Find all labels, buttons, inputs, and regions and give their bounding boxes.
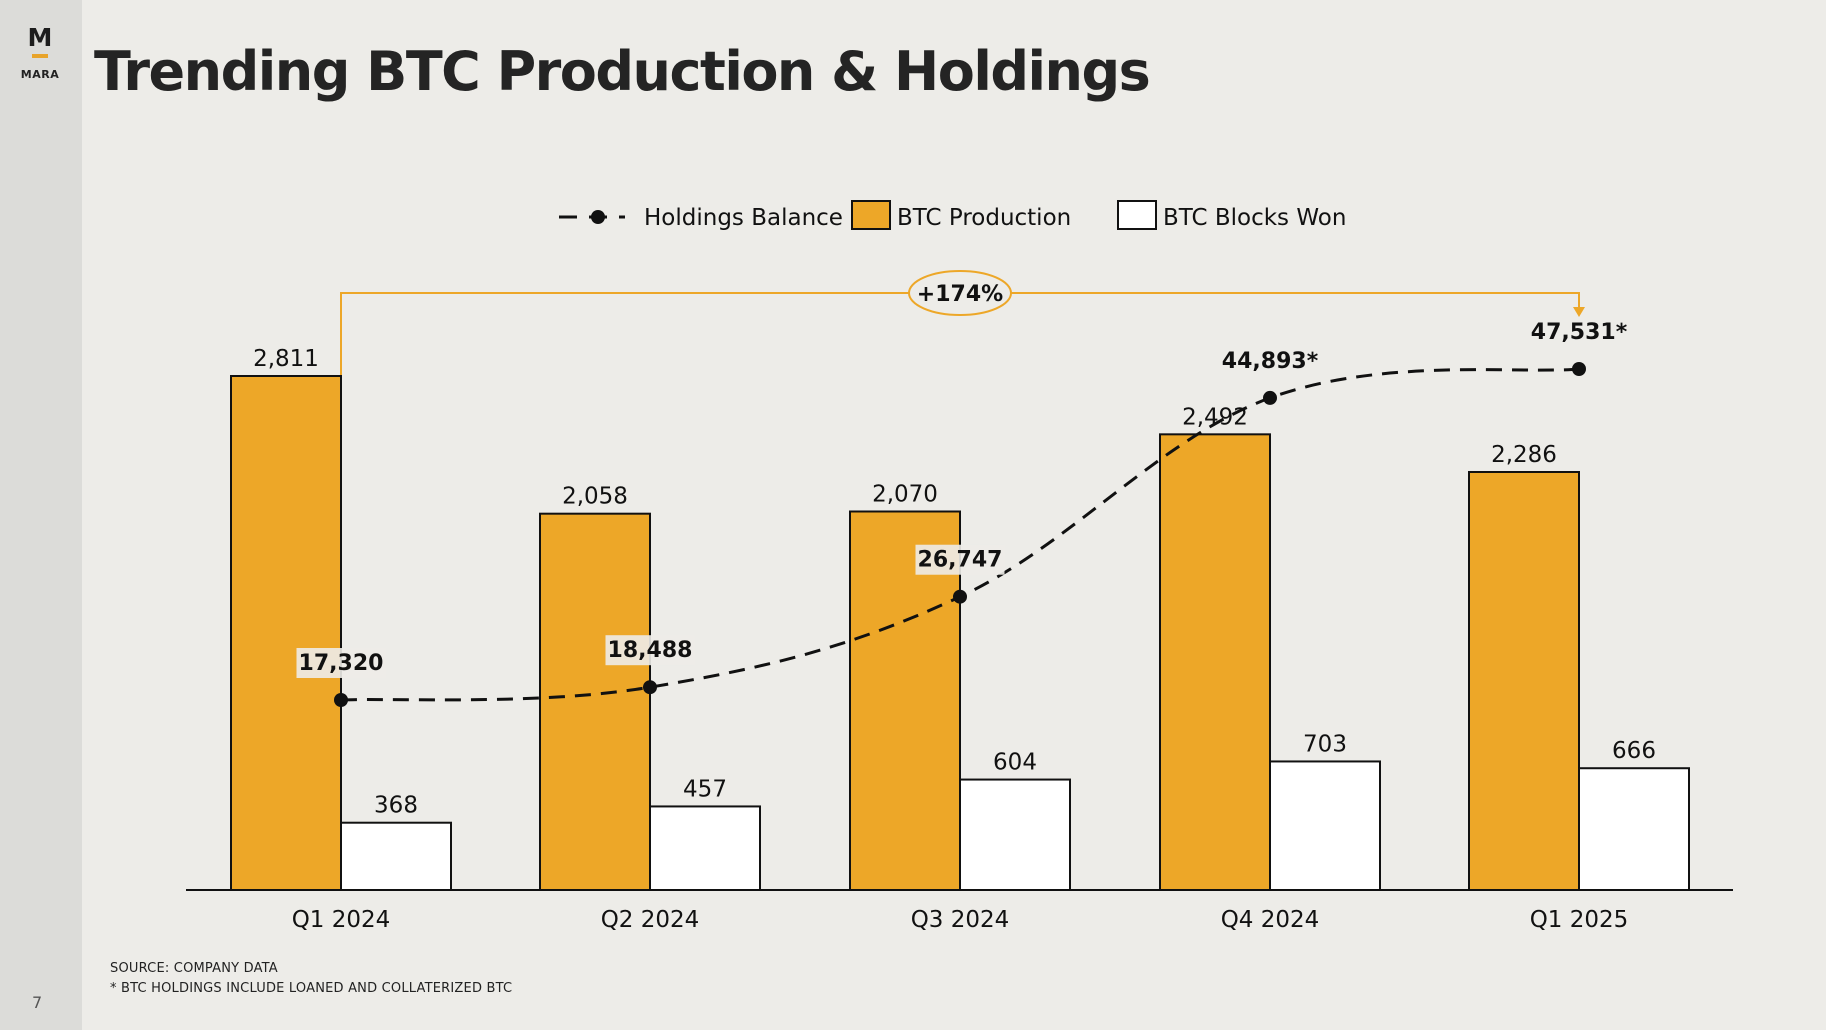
growth-badge xyxy=(908,270,1012,316)
production-value-label: 2,058 xyxy=(562,484,628,510)
mara-logo: M xyxy=(20,24,60,68)
holdings-value-label: 26,747 xyxy=(918,548,1003,573)
holdings-value-label: 47,531* xyxy=(1531,320,1628,345)
x-tick-label: Q2 2024 xyxy=(601,907,700,933)
holdings-point xyxy=(643,680,657,695)
holdings-point xyxy=(953,589,967,604)
production-bar xyxy=(1159,433,1271,891)
footnote-source: SOURCE: COMPANY DATA xyxy=(110,961,278,976)
x-tick-label: Q1 2024 xyxy=(292,907,391,933)
page-number: 7 xyxy=(32,993,43,1012)
holdings-point xyxy=(334,693,348,707)
holdings-point xyxy=(1263,390,1277,405)
growth-badge-text: +174% xyxy=(917,282,1003,307)
logo-accent-bar xyxy=(32,54,48,58)
logo-letter: M xyxy=(27,23,53,52)
x-tick-label: Q4 2024 xyxy=(1221,907,1320,933)
blocks-won-value-label: 368 xyxy=(374,793,418,819)
legend-holdings-label: Holdings Balance xyxy=(644,205,843,231)
growth-arrowhead xyxy=(1573,307,1585,317)
page-title: Trending BTC Production & Holdings xyxy=(94,40,1151,103)
production-value-label: 2,811 xyxy=(253,346,319,372)
production-bar xyxy=(539,512,651,891)
production-value-label: 2,070 xyxy=(872,481,938,507)
legend-production-swatch xyxy=(851,200,891,230)
logo-wordmark: MARA xyxy=(20,68,60,81)
production-bar xyxy=(1468,470,1580,891)
holdings-label-bg xyxy=(915,544,1005,575)
blocks-won-value-label: 604 xyxy=(993,750,1037,776)
holdings-value-label: 17,320 xyxy=(299,651,384,676)
blocks-won-bar xyxy=(649,805,761,892)
footnote-holdings: * BTC HOLDINGS INCLUDE LOANED AND COLLAT… xyxy=(110,981,513,996)
holdings-value-label: 18,488 xyxy=(608,638,693,663)
blocks-won-value-label: 666 xyxy=(1612,738,1656,764)
holdings-label-bg xyxy=(605,635,695,666)
sidebar: M MARA 7 xyxy=(0,0,82,1030)
production-value-label: 2,286 xyxy=(1491,442,1557,468)
production-value-label: 2,492 xyxy=(1182,404,1248,430)
blocks-won-value-label: 457 xyxy=(683,776,727,802)
holdings-label-bg xyxy=(296,648,386,678)
blocks-won-bar xyxy=(1578,767,1690,891)
legend-production-label: BTC Production xyxy=(897,205,1071,231)
blocks-won-bar xyxy=(959,778,1071,892)
legend-holdings-dot-icon xyxy=(591,210,605,224)
legend-blocks-swatch xyxy=(1117,200,1157,230)
x-tick-label: Q1 2025 xyxy=(1530,907,1629,933)
legend-blocks-label: BTC Blocks Won xyxy=(1163,205,1346,231)
holdings-value-label: 44,893* xyxy=(1222,349,1319,374)
blocks-won-value-label: 703 xyxy=(1303,731,1347,757)
holdings-point xyxy=(1572,362,1586,376)
x-tick-label: Q3 2024 xyxy=(911,907,1010,933)
blocks-won-bar xyxy=(1269,760,1381,891)
production-bar xyxy=(230,375,342,891)
blocks-won-bar xyxy=(340,821,452,892)
